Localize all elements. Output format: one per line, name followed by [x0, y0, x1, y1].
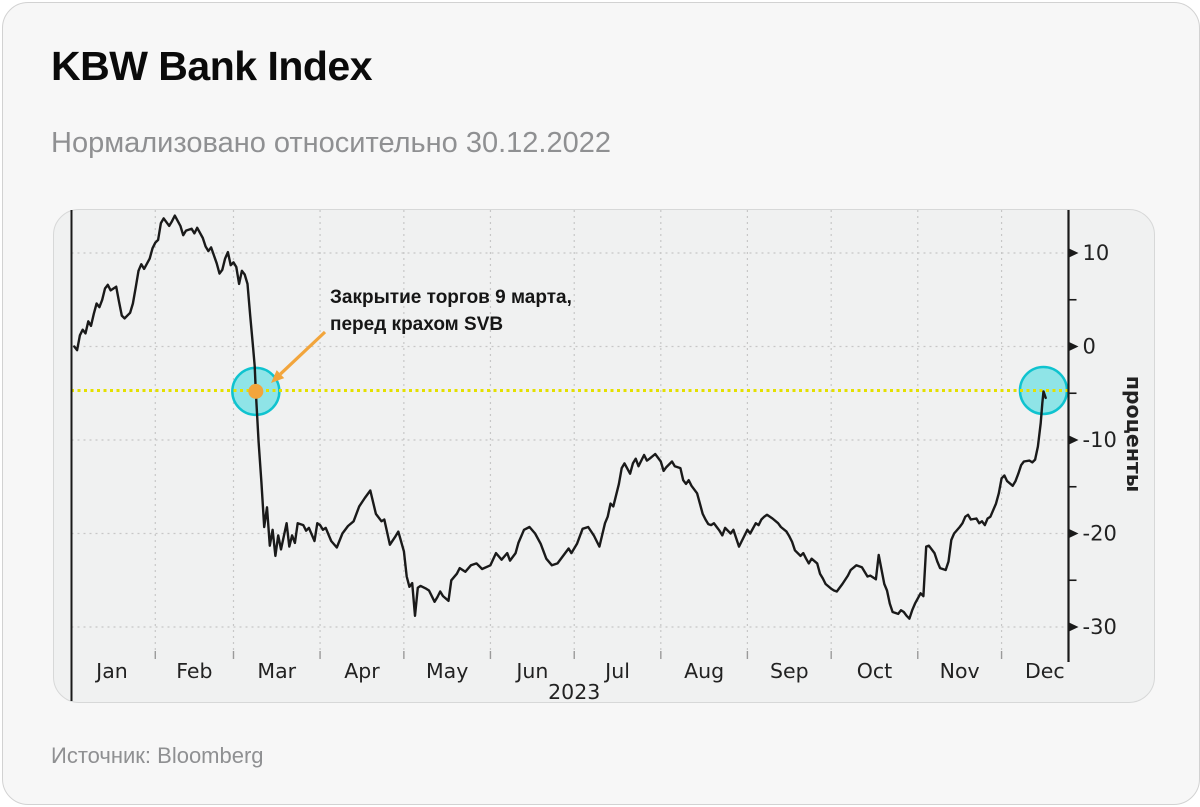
svb-annotation-line1: Закрытие торгов 9 марта, — [330, 287, 572, 308]
source-credit: Источник: Bloomberg — [51, 743, 264, 768]
svb-annotation: Закрытие торгов 9 марта, перед крахом SV… — [330, 284, 572, 338]
chart-panel — [53, 209, 1155, 703]
svb-annotation-line2: перед крахом SVB — [330, 314, 504, 335]
page-title: KBW Bank Index — [51, 43, 373, 89]
page-subtitle: Нормализовано относительно 30.12.2022 — [51, 127, 612, 159]
